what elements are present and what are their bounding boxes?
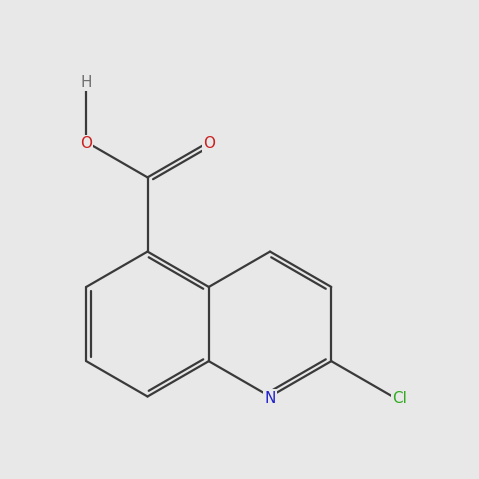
Text: Cl: Cl <box>393 390 408 406</box>
Text: O: O <box>203 136 215 151</box>
Text: H: H <box>80 75 92 90</box>
Text: O: O <box>80 136 92 151</box>
Text: N: N <box>264 390 276 406</box>
